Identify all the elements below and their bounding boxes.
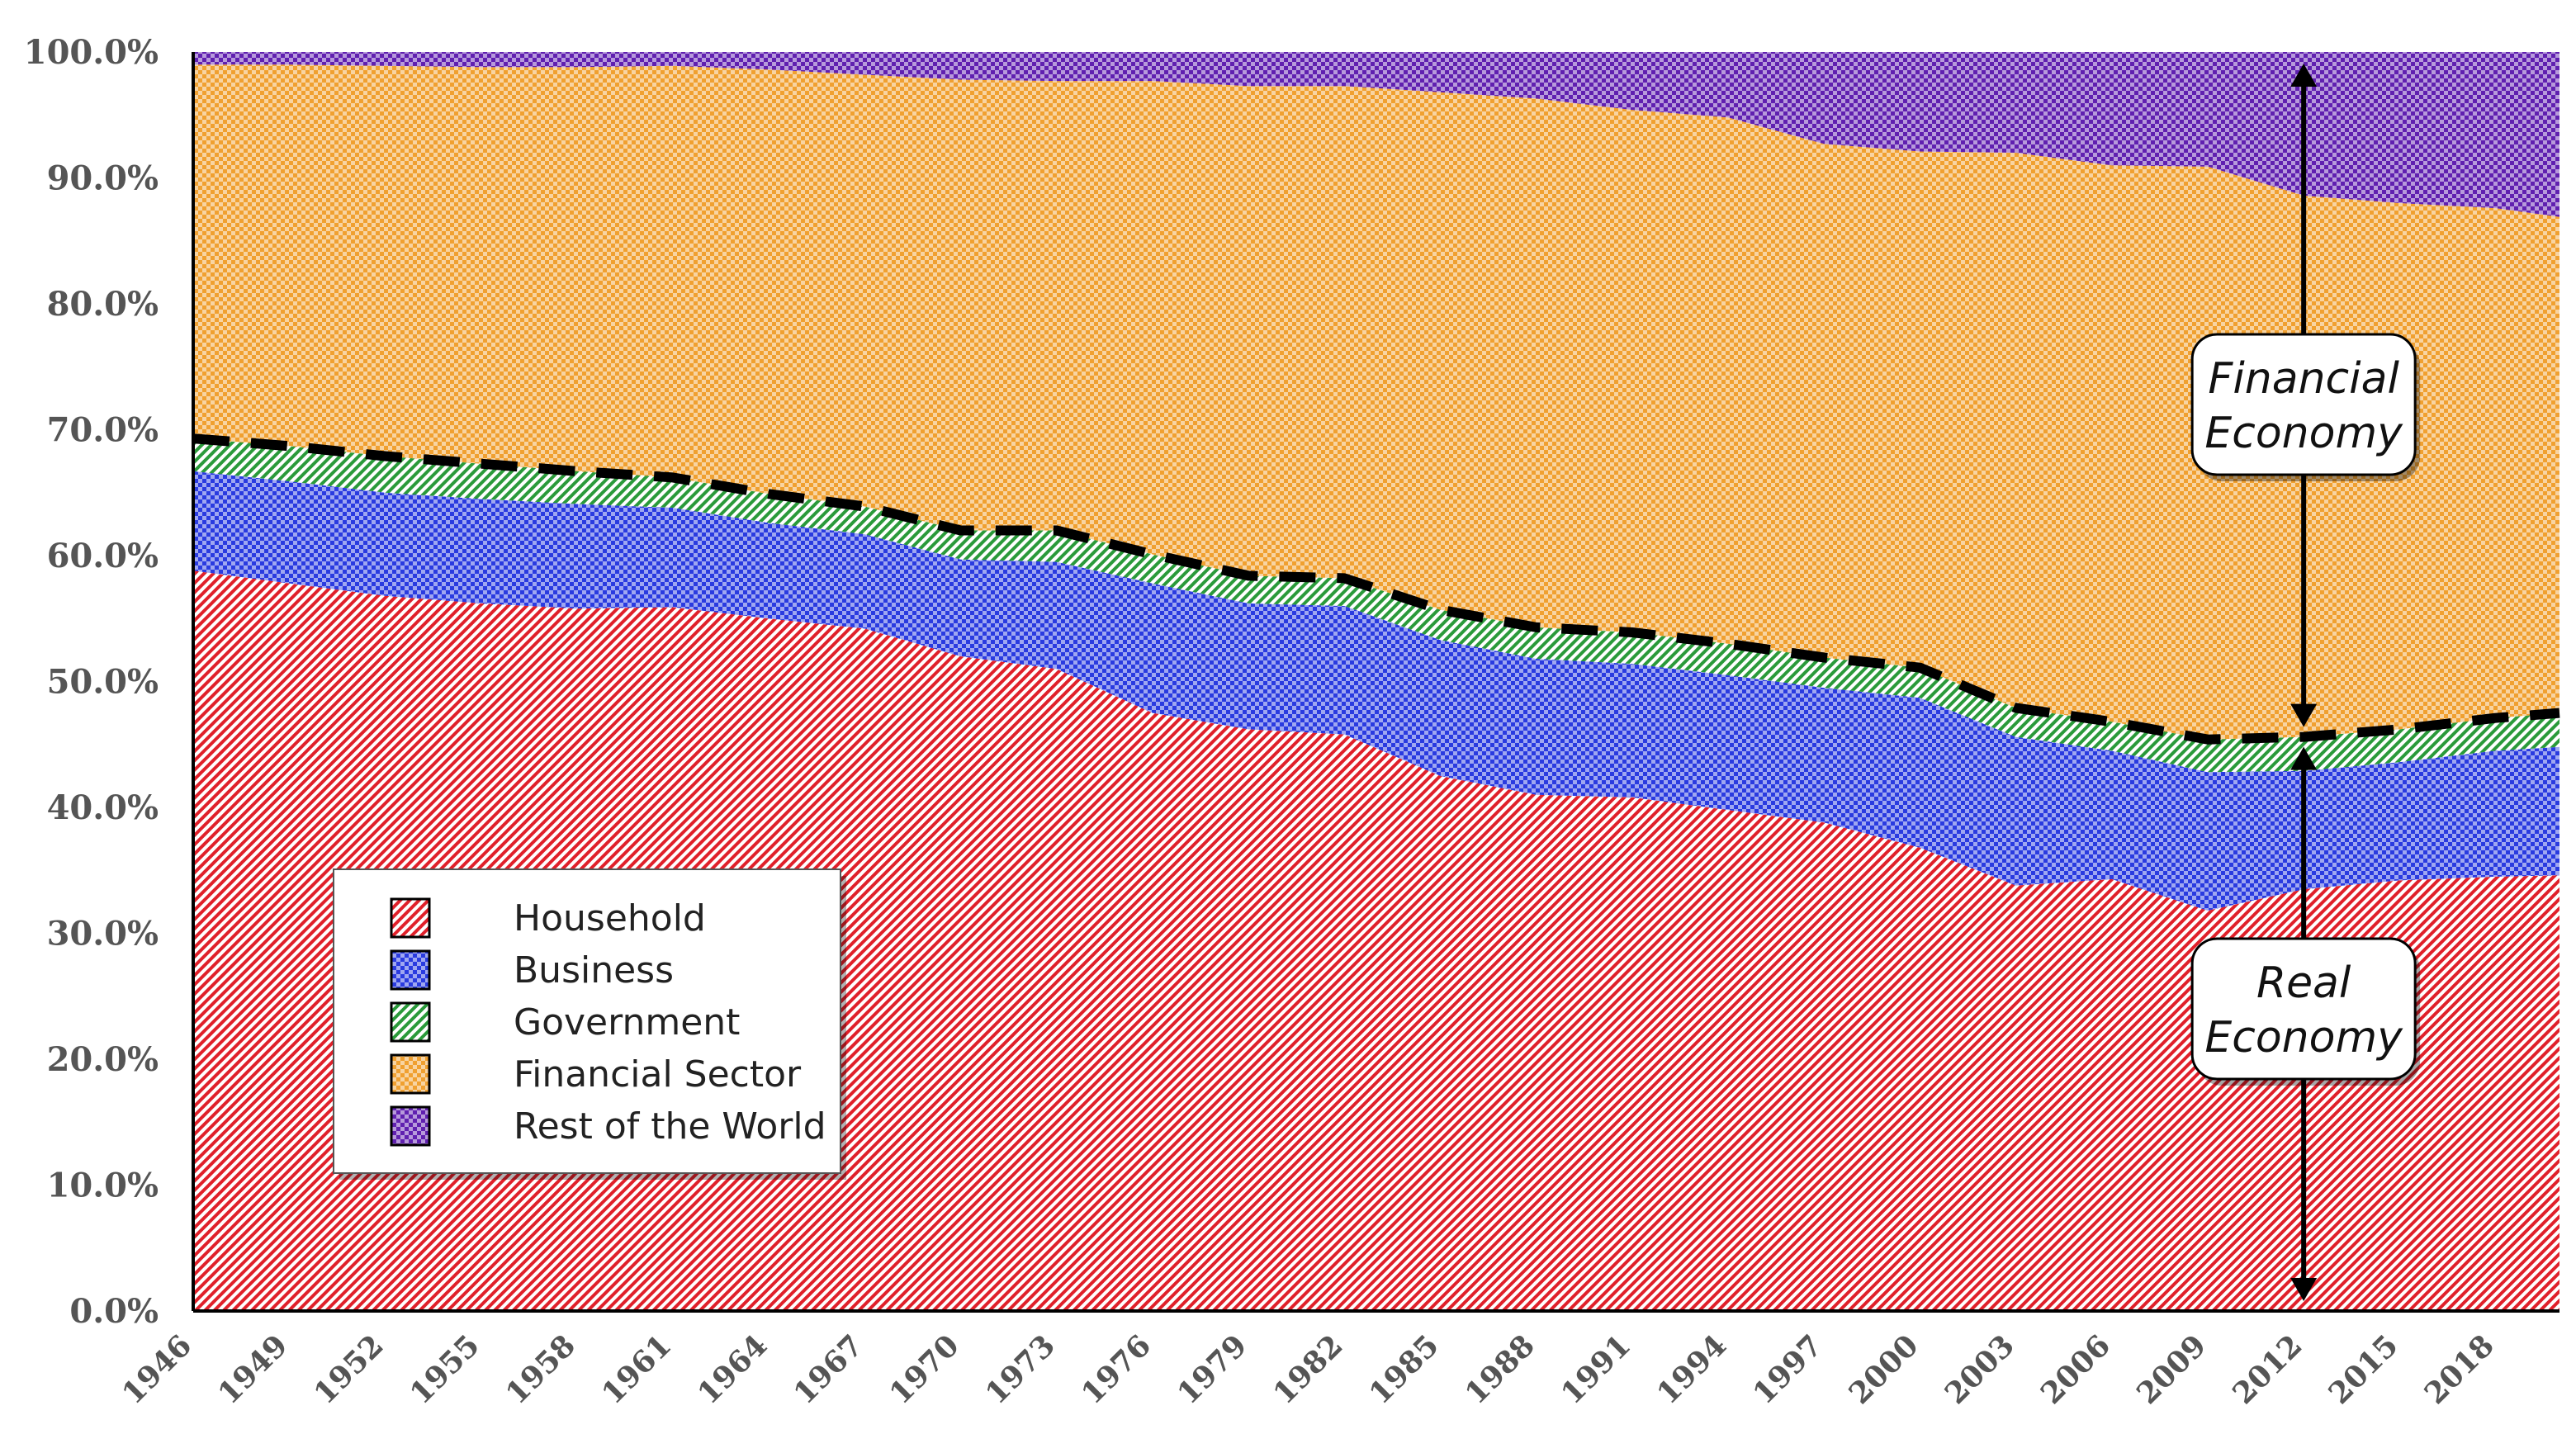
- y-tick-label: 0.0%: [69, 1292, 159, 1331]
- chart-divider: [192, 433, 2560, 745]
- legend-label: Financial Sector: [514, 1053, 802, 1096]
- x-tick-label: 1955: [403, 1328, 486, 1412]
- y-tick-label: 60.0%: [47, 537, 159, 575]
- legend-swatch: [390, 1001, 431, 1043]
- area-rest-of-the-world: [193, 52, 2559, 217]
- chart-axes: [192, 52, 2559, 1313]
- y-tick-label: 40.0%: [47, 788, 159, 827]
- y-axis-ticks: 0.0% 10.0% 20.0% 30.0% 40.0% 50.0% 60.0% 70.0% 8…: [24, 33, 159, 1331]
- y-tick-label: 50.0%: [47, 663, 159, 702]
- x-tick-label: 1964: [691, 1328, 774, 1412]
- x-tick-label: 1982: [1267, 1328, 1350, 1412]
- x-tick-label: 1988: [1458, 1328, 1541, 1412]
- boundary-dashed-line: [192, 433, 2560, 745]
- x-tick-label: 1997: [1746, 1328, 1830, 1412]
- y-tick-label: 70.0%: [47, 411, 159, 450]
- annotation-financial-economy: Financial Economy: [2190, 333, 2421, 481]
- legend-label: Household: [514, 897, 706, 939]
- arrowhead-down: [2290, 1278, 2318, 1301]
- legend-swatch: [390, 897, 431, 939]
- annotations: Financial Economy Real Economy: [2190, 333, 2421, 1086]
- annotation-real-economy: Real Economy: [2190, 937, 2421, 1086]
- area-financial-sector: [193, 64, 2559, 740]
- legend-item-rest-of-the-world: Rest of the World: [390, 1105, 826, 1148]
- x-tick-label: 2009: [2130, 1328, 2214, 1412]
- x-tick-label: 1994: [1650, 1328, 1734, 1412]
- x-tick-label: 2018: [2417, 1328, 2501, 1412]
- y-tick-label: 90.0%: [47, 159, 159, 198]
- x-tick-label: 2006: [2034, 1328, 2118, 1412]
- x-tick-label: 2003: [1938, 1328, 2021, 1412]
- legend: Household Business Government Financial Sec…: [333, 868, 846, 1180]
- arrowhead-up: [2290, 746, 2318, 770]
- x-tick-label: 2000: [1842, 1328, 1925, 1412]
- x-tick-label: 1958: [500, 1328, 583, 1412]
- x-tick-label: 1991: [1555, 1328, 1638, 1412]
- area-business: [193, 471, 2559, 911]
- x-tick-label: 1979: [1171, 1328, 1254, 1412]
- y-tick-label: 20.0%: [47, 1040, 159, 1079]
- arrowhead-down: [2290, 703, 2318, 727]
- legend-label: Business: [514, 949, 674, 991]
- annotation-text: Real: [2256, 958, 2351, 1008]
- x-tick-label: 1952: [307, 1328, 391, 1412]
- x-tick-label: 2015: [2322, 1328, 2405, 1412]
- x-tick-label: 2012: [2226, 1328, 2309, 1412]
- y-tick-label: 80.0%: [47, 285, 159, 324]
- annotation-text: Financial: [2208, 354, 2399, 404]
- legend-item-financial-sector: Financial Sector: [390, 1053, 802, 1096]
- x-tick-label: 1970: [883, 1328, 966, 1412]
- x-tick-label: 1967: [787, 1328, 870, 1412]
- x-tick-label: 1973: [979, 1328, 1063, 1412]
- legend-swatch: [390, 1105, 431, 1147]
- x-tick-label: 1976: [1075, 1328, 1158, 1412]
- annotation-text: Economy: [2204, 1013, 2403, 1062]
- x-tick-label: 1946: [116, 1328, 199, 1412]
- x-tick-label: 1961: [595, 1328, 679, 1412]
- y-tick-label: 10.0%: [47, 1167, 159, 1205]
- x-axis-ticks: 1946 1949 1952 1955 1958 1961 1964 1967 1970 1973…: [116, 1328, 2501, 1412]
- legend-item-business: Business: [390, 949, 674, 991]
- y-tick-label: 100.0%: [24, 33, 159, 72]
- x-tick-label: 1985: [1362, 1328, 1446, 1412]
- legend-swatch: [390, 1053, 431, 1095]
- legend-label: Rest of the World: [514, 1105, 826, 1148]
- legend-swatch: [390, 949, 431, 991]
- legend-label: Government: [514, 1001, 740, 1044]
- legend-item-government: Government: [390, 1001, 740, 1044]
- x-tick-label: 1949: [211, 1328, 295, 1412]
- arrowhead-up: [2290, 64, 2318, 87]
- annotation-text: Economy: [2204, 409, 2403, 458]
- legend-item-household: Household: [390, 897, 706, 939]
- y-tick-label: 30.0%: [47, 915, 159, 954]
